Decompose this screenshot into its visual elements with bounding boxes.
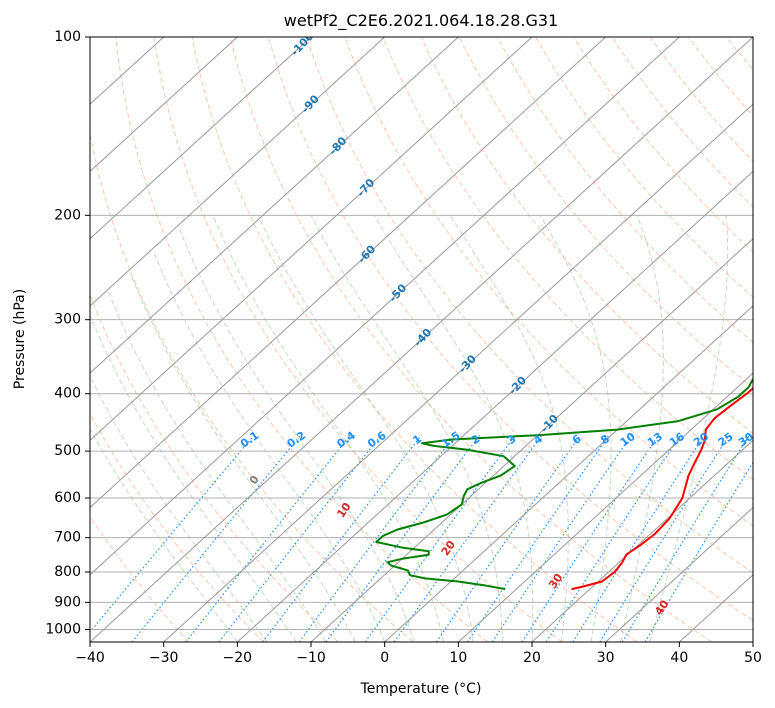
- y-axis-label: Pressure (hPa): [12, 289, 28, 389]
- moist-adiabat-line: [619, 215, 664, 642]
- moist-adiabat-line: [178, 227, 415, 642]
- isotherm-gridline: [90, 37, 753, 642]
- x-tick-label: −30: [149, 650, 179, 666]
- moist-adiabat-line: [539, 215, 612, 642]
- moist-adiabat-line: [649, 215, 729, 642]
- y-tick-label: 1000: [45, 621, 81, 637]
- y-tick-label: 300: [54, 312, 81, 328]
- dry-adiabat-line: [496, 37, 753, 344]
- x-tick-label: −10: [296, 650, 326, 666]
- moist-adiabat-line: [212, 215, 445, 642]
- moist-adiabat-line: [310, 215, 503, 642]
- mixing-ratio-line: [325, 434, 481, 642]
- y-axis: 100 200 300 400 500 600 700 800 900 1000: [45, 29, 90, 637]
- dry-adiabat-line: [191, 37, 638, 642]
- plot-frame: [89, 36, 754, 643]
- mixing-ratio-line: [218, 434, 382, 642]
- y-tick-label: 700: [54, 530, 81, 546]
- x-tick-label: −40: [75, 650, 105, 666]
- mixing-ratio-line: [644, 461, 753, 642]
- mixing-ratio-line: [599, 434, 730, 642]
- temperature-profile-line: [571, 387, 753, 591]
- mixing-ratio-line: [466, 434, 610, 642]
- profile-series: [375, 377, 753, 591]
- isotherm-gridline: [605, 506, 753, 642]
- mixing-ratio-line: [435, 434, 582, 642]
- mixing-ratio-line: [545, 434, 682, 642]
- x-tick-label: −20: [223, 650, 253, 666]
- moist-adiabat-line: [257, 215, 474, 642]
- mixing-ratio-lines: [90, 434, 753, 642]
- y-tick-label: 100: [54, 29, 81, 45]
- isotherm-gridline: [90, 37, 459, 374]
- isotherm-gridline: [90, 37, 238, 173]
- x-tick-label: 30: [597, 650, 615, 666]
- mixing-ratio-label: 30: [736, 430, 756, 450]
- isotherm-gridline: [163, 103, 753, 642]
- dry-adiabat-line: [268, 37, 753, 622]
- dry-adiabat-line: [153, 37, 563, 642]
- mixing-ratio-line: [572, 434, 706, 642]
- x-tick-label: 0: [380, 650, 389, 666]
- isotherm-gridlines: [90, 37, 753, 642]
- mixing-ratio-line: [131, 434, 302, 642]
- y-tick-label: 500: [54, 443, 81, 459]
- x-axis: −40 −30 −20 −10 0 10 20 30 40 50: [75, 642, 762, 666]
- isotherm-gridline: [384, 305, 753, 642]
- y-tick-label: 600: [54, 490, 81, 506]
- mixing-ratio-line: [262, 434, 422, 642]
- dry-adiabat-line: [90, 412, 264, 642]
- moist-adiabat-line: [153, 251, 386, 642]
- isotherm-gridline: [531, 439, 753, 642]
- isotherm-gridline: [457, 372, 753, 642]
- isotherm-gridline: [310, 237, 753, 642]
- moist-adiabat-line: [90, 313, 297, 642]
- dry-adiabat-line: [535, 37, 753, 298]
- mixing-ratio-line: [621, 434, 751, 642]
- isotherm-gridline: [90, 37, 607, 509]
- x-axis-label: Temperature (°C): [360, 681, 482, 697]
- y-tick-label: 200: [54, 207, 81, 223]
- y-tick-label: 400: [54, 386, 81, 402]
- dry-adiabat-line: [420, 37, 753, 435]
- x-tick-label: 20: [523, 650, 541, 666]
- y-tick-label: 900: [54, 594, 81, 610]
- moist-adiabat-line: [129, 272, 356, 642]
- dewpoint-profile-line: [375, 377, 753, 591]
- pressure-gridlines: [90, 37, 753, 630]
- dry-adiabat-line: [382, 37, 753, 481]
- plot-area: -100-90-80-70-60-50-40-30-20-100.1 0.2 0.4…: [90, 37, 756, 642]
- isotherm-gridline: [90, 37, 312, 240]
- mixing-ratio-line: [90, 434, 255, 633]
- isotherm-gridline: [90, 37, 680, 576]
- x-tick-label: 50: [744, 650, 762, 666]
- dry-adiabat-line: [306, 37, 753, 574]
- isotherm-gridline: [90, 37, 386, 307]
- isotherm-gridline: [236, 170, 753, 642]
- x-tick-label: 40: [670, 650, 688, 666]
- x-tick-label: 10: [449, 650, 467, 666]
- chart-title: wetPf2_C2E6.2021.064.18.28.G31: [284, 11, 558, 31]
- y-tick-label: 800: [54, 564, 81, 580]
- dry-adiabat-line: [115, 37, 488, 642]
- isotherm-gridline: [90, 37, 533, 442]
- moist-adiabat-line: [90, 374, 268, 642]
